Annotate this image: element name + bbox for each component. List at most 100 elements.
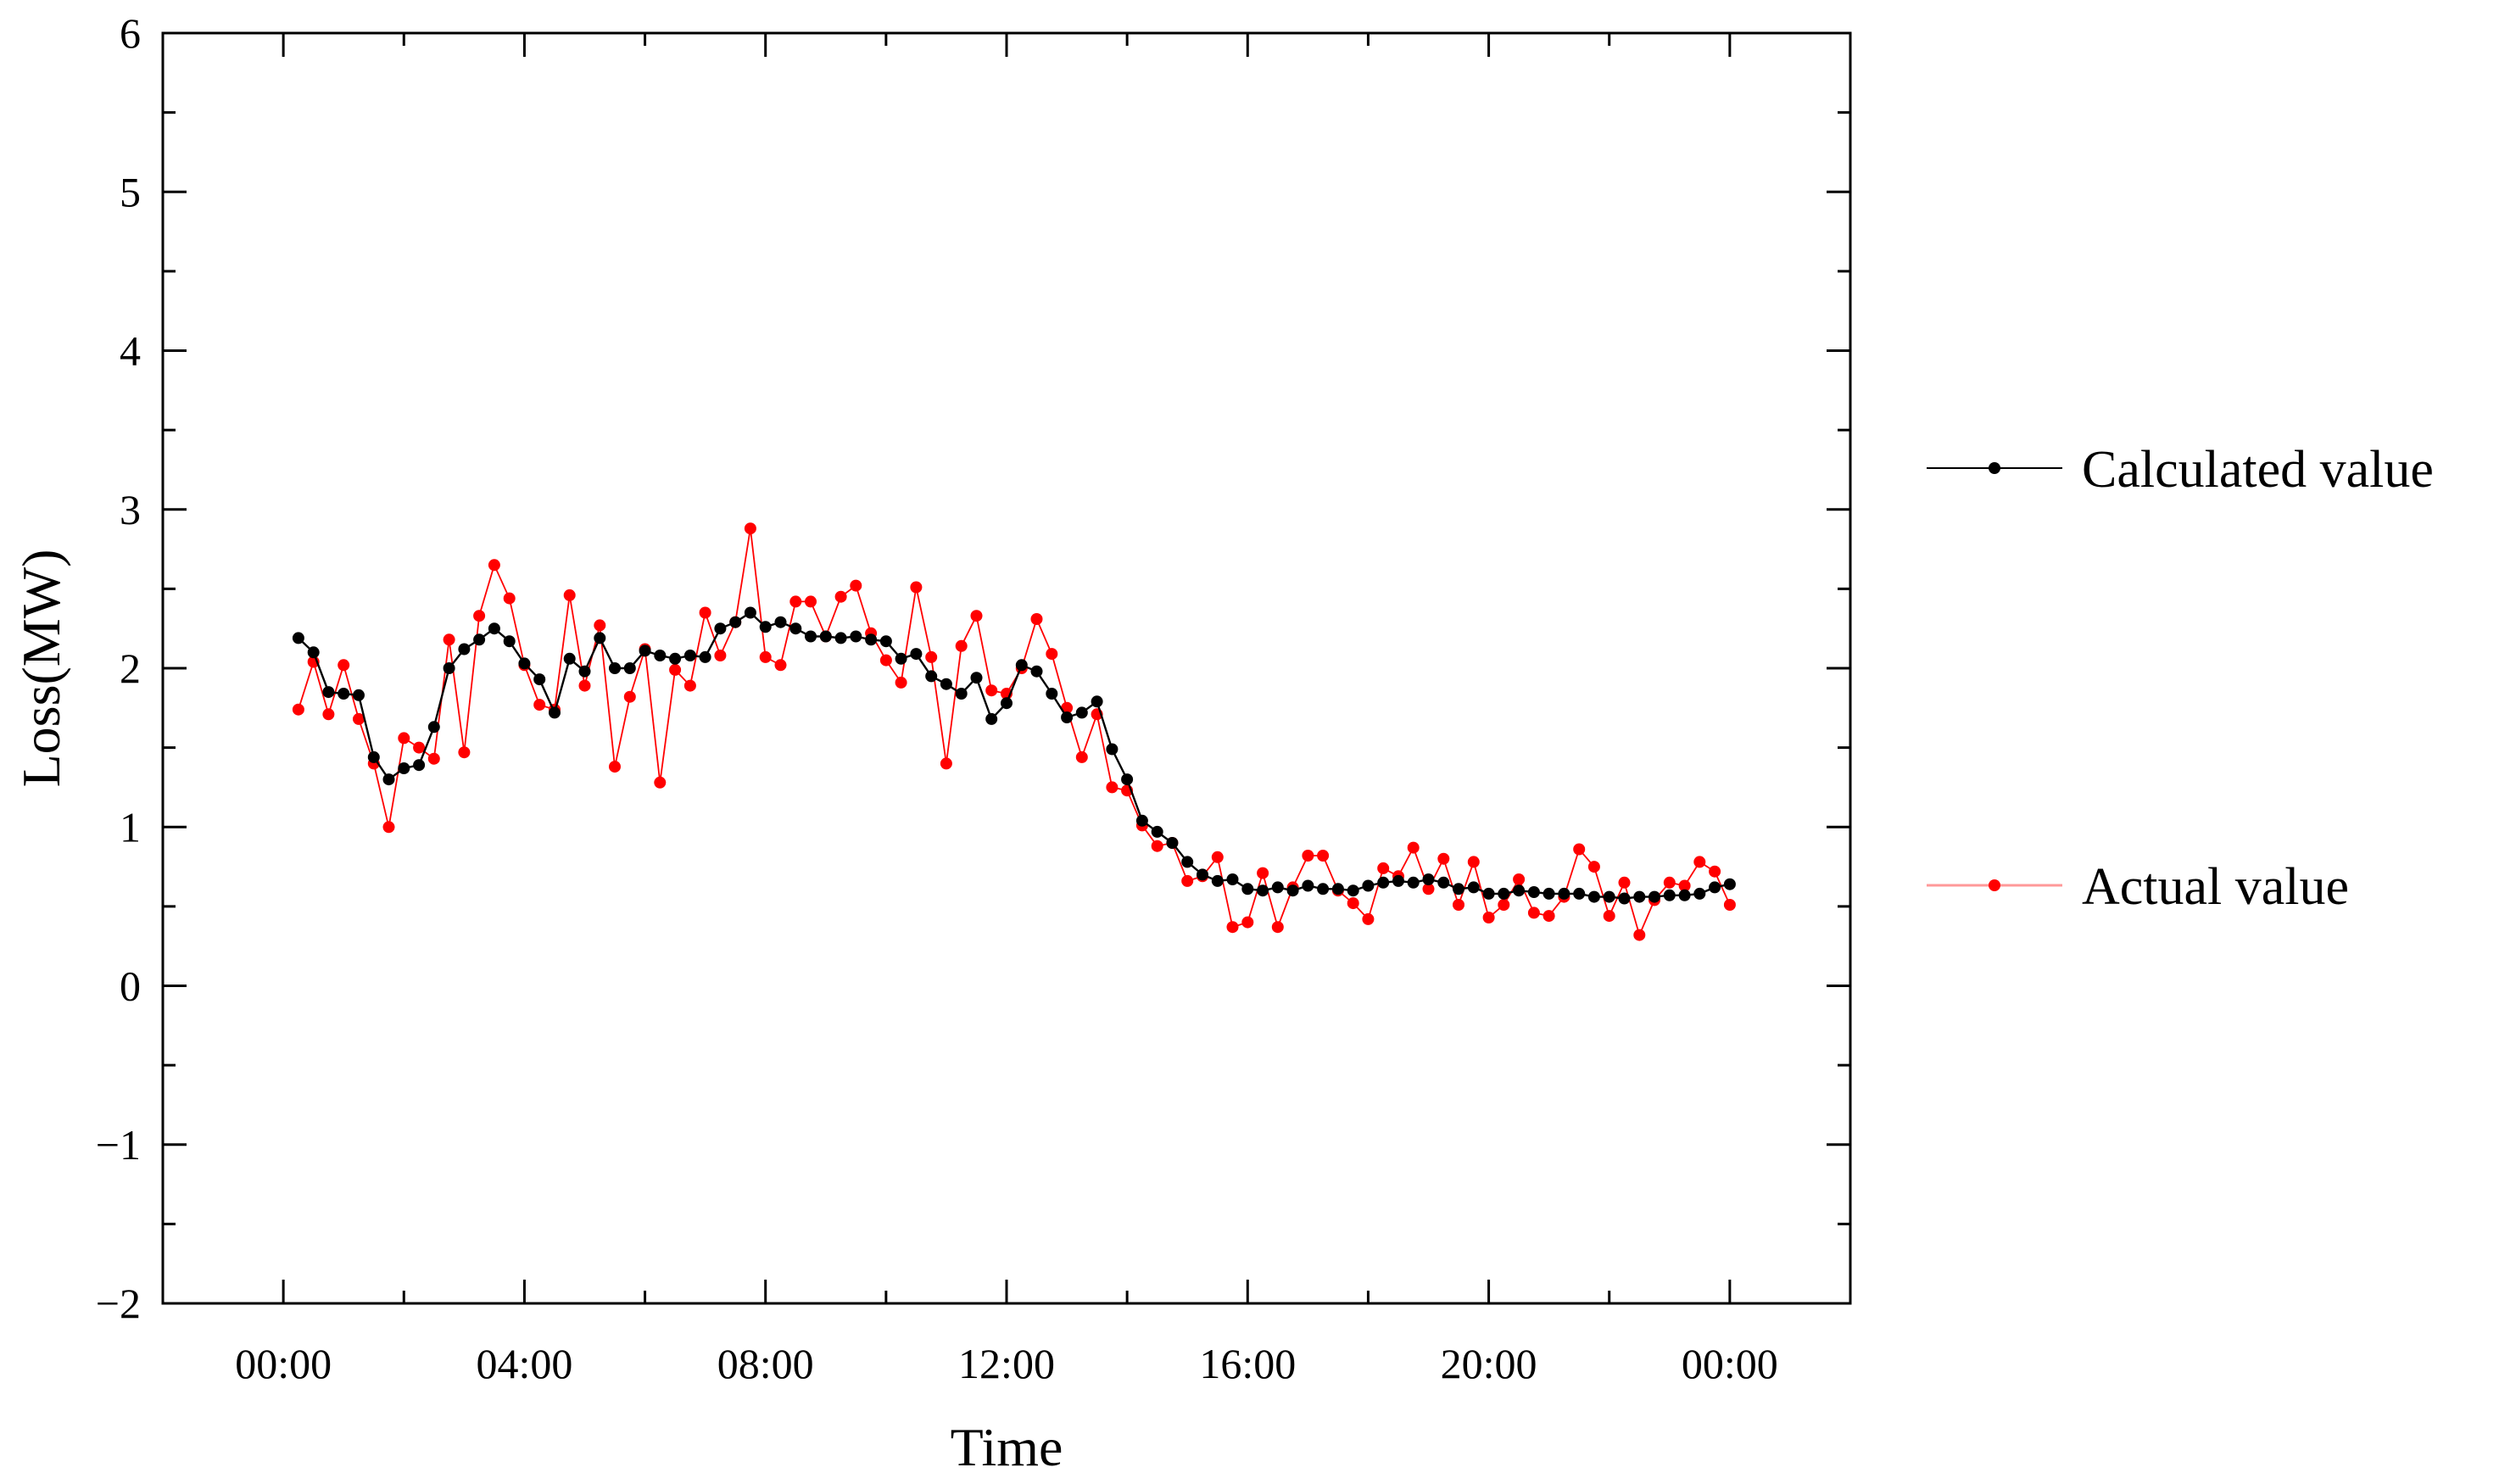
data-point-actual <box>1678 879 1691 892</box>
data-point-actual <box>805 595 817 608</box>
data-point-actual <box>879 654 892 667</box>
data-point-actual <box>1407 841 1420 854</box>
data-point-calculated <box>1226 873 1239 885</box>
data-point-calculated <box>1001 697 1013 710</box>
data-point-actual <box>623 690 636 703</box>
data-point-calculated <box>1482 887 1495 900</box>
data-point-actual <box>1302 850 1314 862</box>
data-point-calculated <box>1106 743 1119 756</box>
data-point-calculated <box>955 688 968 700</box>
data-point-actual <box>1467 856 1480 868</box>
data-point-actual <box>338 659 350 672</box>
x-tick-label: 08:00 <box>717 1340 814 1387</box>
data-point-actual <box>353 712 365 725</box>
data-point-actual <box>1498 899 1510 911</box>
data-point-actual <box>1603 910 1615 923</box>
data-point-calculated <box>895 652 907 665</box>
y-tick-label: 3 <box>120 486 141 533</box>
data-point-calculated <box>1618 892 1631 905</box>
data-point-actual <box>955 639 968 652</box>
data-point-calculated <box>819 630 832 643</box>
legend: Calculated value Actual value <box>1927 441 2434 916</box>
data-point-calculated <box>1061 711 1074 723</box>
data-point-calculated <box>1573 887 1586 900</box>
data-point-calculated <box>307 646 320 659</box>
data-point-calculated <box>699 650 711 663</box>
y-axis-title: Loss(MW) <box>11 550 71 788</box>
data-point-calculated <box>398 762 410 774</box>
data-point-actual <box>488 559 500 572</box>
data-point-actual <box>789 595 802 608</box>
data-point-actual <box>1618 876 1631 889</box>
data-point-actual <box>292 703 304 716</box>
data-point-calculated <box>338 688 350 700</box>
data-point-actual <box>669 663 682 676</box>
data-point-calculated <box>1709 881 1721 894</box>
data-point-calculated <box>774 616 787 628</box>
data-point-calculated <box>744 606 756 619</box>
data-point-calculated <box>1678 889 1691 901</box>
data-point-actual <box>895 676 907 689</box>
data-point-actual <box>322 708 335 721</box>
data-point-calculated <box>850 630 862 643</box>
data-point-actual <box>594 619 606 632</box>
plot-frame <box>161 31 1852 1305</box>
data-point-actual <box>503 592 516 605</box>
data-point-calculated <box>1467 881 1480 894</box>
x-axis-title: Time <box>951 1417 1063 1477</box>
data-point-calculated <box>578 665 591 678</box>
data-point-actual <box>1709 865 1721 878</box>
data-point-calculated <box>1603 890 1615 903</box>
data-point-calculated <box>609 662 621 674</box>
data-point-calculated <box>623 662 636 674</box>
data-point-actual <box>458 746 471 759</box>
data-point-calculated <box>382 773 395 786</box>
data-point-calculated <box>970 672 983 684</box>
data-point-actual <box>683 679 696 692</box>
data-point-actual <box>910 581 923 594</box>
data-point-actual <box>1437 852 1450 865</box>
data-point-calculated <box>518 657 531 670</box>
series-layer <box>292 522 1736 941</box>
series-line-calculated <box>298 611 1731 900</box>
data-point-actual <box>578 679 591 692</box>
data-point-calculated <box>865 633 878 646</box>
data-point-actual <box>744 522 756 535</box>
data-point-calculated <box>549 706 561 719</box>
data-point-actual <box>533 699 546 711</box>
x-tick-label: 12:00 <box>958 1340 1055 1387</box>
data-point-calculated <box>1498 887 1510 900</box>
series-actual <box>292 522 1736 941</box>
data-point-actual <box>1362 912 1375 925</box>
data-point-actual <box>654 776 667 789</box>
data-point-actual <box>1482 912 1495 923</box>
data-point-actual <box>382 821 395 834</box>
data-point-actual <box>940 757 952 770</box>
data-point-actual <box>699 606 711 619</box>
data-point-calculated <box>1587 890 1600 903</box>
data-point-calculated <box>879 635 892 648</box>
data-point-calculated <box>805 630 817 643</box>
data-point-calculated <box>473 633 486 646</box>
data-point-calculated <box>1211 874 1224 887</box>
data-point-calculated <box>1543 887 1555 900</box>
y-tick-label: 2 <box>120 644 141 692</box>
data-point-actual <box>834 590 847 603</box>
data-point-actual <box>1573 843 1586 856</box>
x-tick-label: 00:00 <box>1682 1340 1778 1387</box>
data-point-actual <box>1075 750 1088 763</box>
data-point-actual <box>985 684 998 697</box>
data-point-actual <box>1106 781 1119 794</box>
y-axis: −2 −1 0 1 2 3 4 5 6 <box>96 9 1850 1327</box>
data-point-actual <box>1030 613 1043 625</box>
data-point-calculated <box>669 652 682 665</box>
data-point-calculated <box>458 643 471 656</box>
data-point-actual <box>970 610 983 622</box>
data-point-actual <box>1527 907 1540 919</box>
data-point-actual <box>1543 910 1555 923</box>
data-point-actual <box>1453 899 1464 911</box>
data-point-calculated <box>1257 884 1269 897</box>
x-axis: 00:00 04:00 08:00 12:00 16:00 20:00 00:00 <box>161 33 1852 1387</box>
data-point-actual <box>398 732 410 745</box>
data-point-actual <box>1151 840 1163 852</box>
